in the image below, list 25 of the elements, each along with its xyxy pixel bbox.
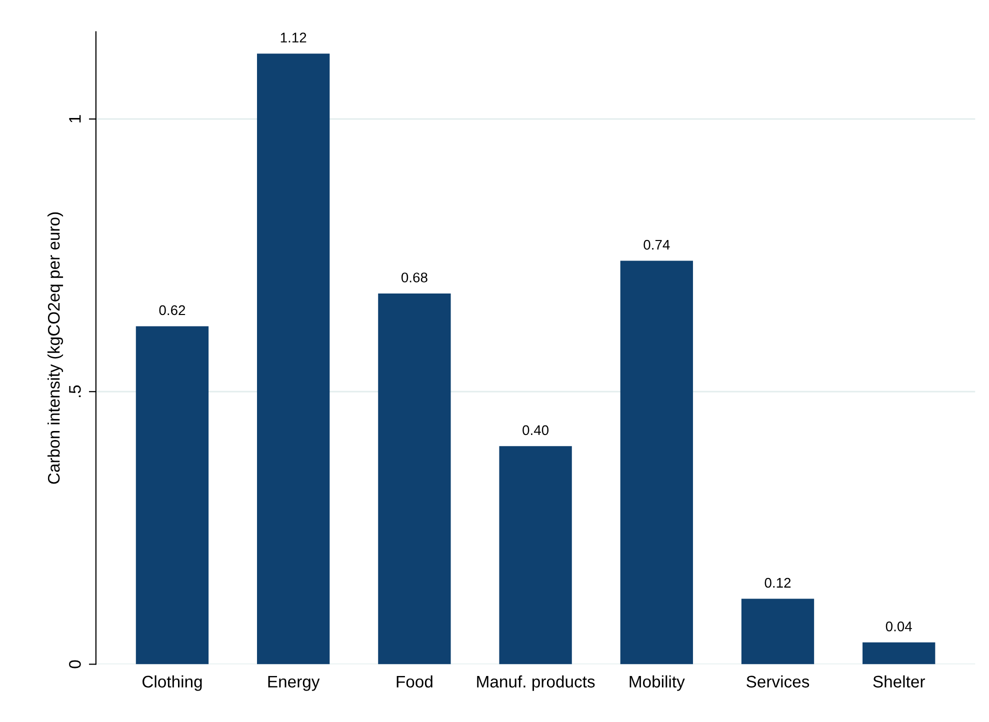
y-tick-label: .5 [69, 385, 81, 398]
data-label: 0.62 [159, 305, 186, 316]
bar [257, 54, 330, 664]
y-tick-label: 0 [69, 660, 81, 668]
x-tick-label: Manuf. products [477, 675, 595, 691]
data-label: 0.68 [401, 272, 428, 282]
x-tick-label: Shelter [873, 675, 925, 688]
y-tick-label: 1 [69, 115, 81, 122]
x-tick-label: Energy [268, 676, 320, 691]
x-tick-label: Clothing [142, 675, 202, 691]
x-tick-label: Food [396, 675, 432, 688]
data-label: 1.12 [280, 32, 306, 42]
bar [862, 642, 936, 664]
x-tick-label: Mobility [630, 675, 685, 691]
bar [741, 598, 814, 664]
y-axis-title: Carbon intensity (kgCO2eq per euro) [48, 212, 64, 484]
bar [378, 293, 451, 664]
data-label: 0.40 [522, 425, 549, 436]
data-label: 0.74 [644, 240, 670, 250]
x-tick-label: Services [746, 675, 810, 688]
bar [620, 260, 693, 664]
data-label: 0.12 [764, 578, 791, 588]
bar [499, 446, 572, 664]
bar [136, 326, 209, 664]
data-label: 0.04 [886, 622, 912, 632]
